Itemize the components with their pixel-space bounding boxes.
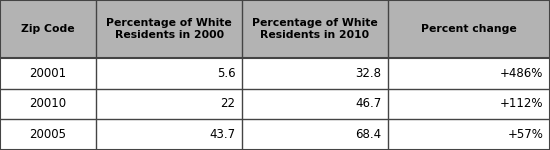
- Bar: [0, 58, 96, 88]
- Bar: [242, 0, 388, 58]
- Bar: [242, 119, 388, 150]
- Bar: [96, 88, 242, 119]
- Bar: [0, 119, 96, 150]
- Bar: [388, 119, 550, 150]
- Text: Percent change: Percent change: [421, 24, 517, 34]
- Text: +486%: +486%: [500, 67, 543, 80]
- Text: 22: 22: [221, 97, 235, 110]
- Text: 5.6: 5.6: [217, 67, 235, 80]
- Text: 43.7: 43.7: [209, 128, 235, 141]
- Bar: [388, 0, 550, 58]
- Bar: [0, 88, 96, 119]
- Bar: [96, 0, 242, 58]
- Bar: [388, 58, 550, 88]
- Bar: [0, 0, 96, 58]
- Text: 68.4: 68.4: [355, 128, 381, 141]
- Text: +57%: +57%: [508, 128, 543, 141]
- Text: Percentage of White
Residents in 2000: Percentage of White Residents in 2000: [106, 18, 232, 40]
- Text: 20001: 20001: [30, 67, 67, 80]
- Text: 32.8: 32.8: [355, 67, 381, 80]
- Text: 46.7: 46.7: [355, 97, 381, 110]
- Text: 20005: 20005: [30, 128, 67, 141]
- Text: Percentage of White
Residents in 2010: Percentage of White Residents in 2010: [252, 18, 378, 40]
- Bar: [242, 58, 388, 88]
- Bar: [242, 88, 388, 119]
- Text: +112%: +112%: [500, 97, 543, 110]
- Bar: [388, 88, 550, 119]
- Text: Zip Code: Zip Code: [21, 24, 75, 34]
- Text: 20010: 20010: [30, 97, 67, 110]
- Bar: [96, 58, 242, 88]
- Bar: [96, 119, 242, 150]
